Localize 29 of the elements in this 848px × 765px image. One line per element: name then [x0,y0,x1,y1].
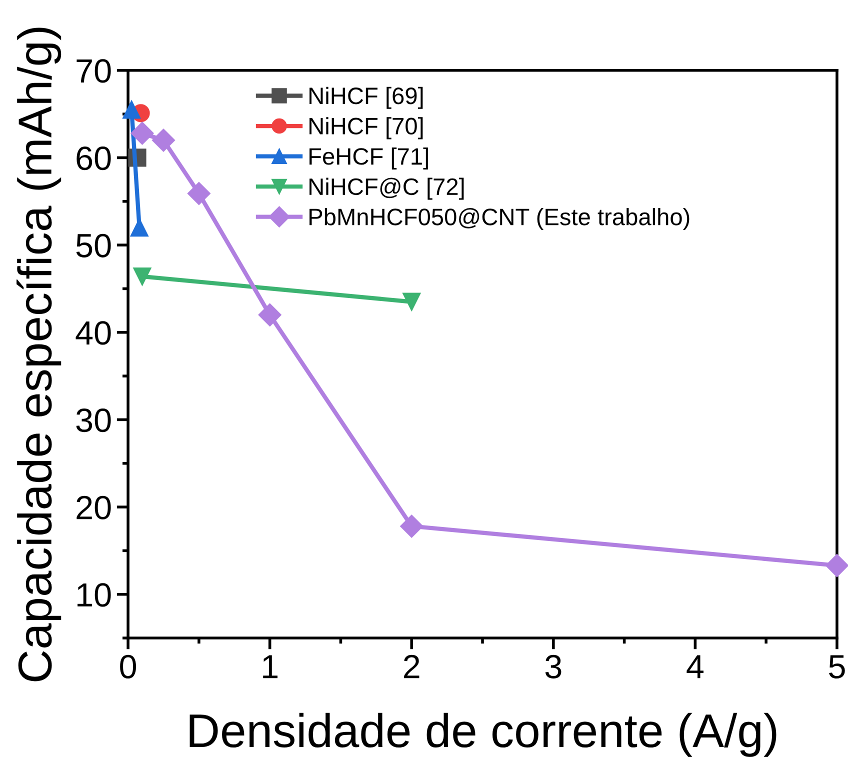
y-tick-label: 10 [78,583,111,607]
legend-label: FeHCF [71] [310,147,428,170]
point [133,267,152,286]
point [400,514,424,538]
y-tick-label: 70 [76,59,111,83]
point [152,128,175,152]
x-tick-label: 3 [545,654,562,678]
y-axis-title: Capacidade específica (mAh/g) [16,28,62,682]
point [402,292,421,311]
y-tick-label: 40 [76,321,111,345]
y-tick-label: 30 [76,408,111,432]
y-tick-label: 60 [76,146,111,170]
point [825,554,848,578]
legend-label: PbMnHCF050@CNT (Este trabalho) [310,208,690,230]
point [130,122,154,145]
y-tick-label: 20 [76,496,111,520]
x-tick-label: 5 [829,655,845,678]
point [122,100,141,119]
point [187,182,210,206]
legend-label: NiHCF@C [72] [310,178,464,200]
x-tick-label: 1 [263,655,278,678]
x-axis-title: Densidade de corrente (A/g) [190,712,776,757]
x-tick-label: 2 [404,654,420,678]
legend-label: NiHCF [70] [310,117,423,140]
y-tick-label: 50 [76,234,111,258]
x-tick-label: 4 [686,655,704,678]
legend-label: NiHCF [69] [310,86,423,109]
point [258,303,282,326]
x-tick-label: 0 [120,654,136,678]
